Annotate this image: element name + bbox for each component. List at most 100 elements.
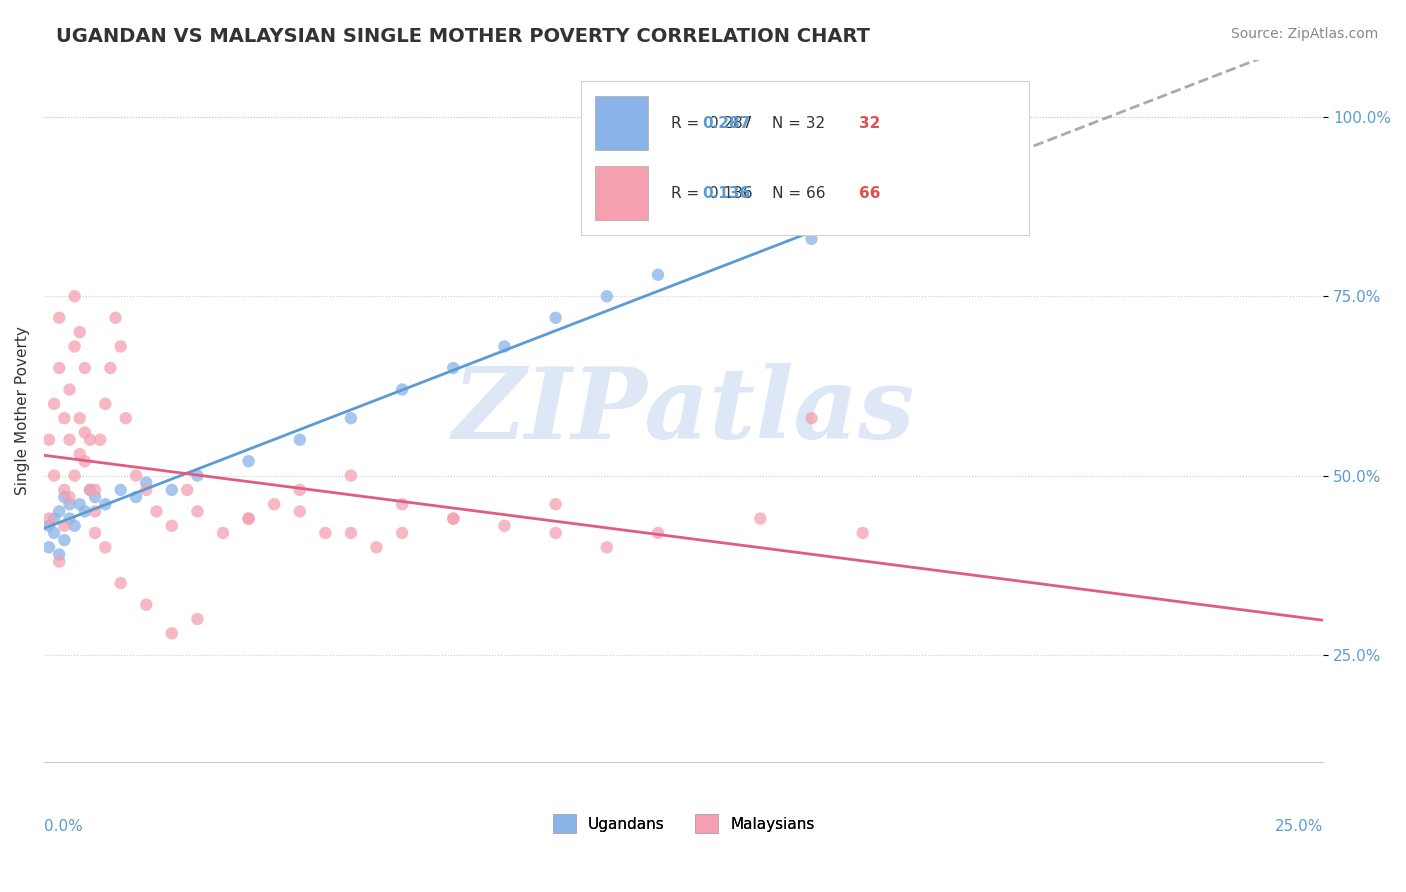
Point <box>38 518 60 533</box>
Point <box>63 518 86 533</box>
Point <box>69 447 91 461</box>
Point <box>263 497 285 511</box>
Point <box>288 483 311 497</box>
Point <box>53 411 76 425</box>
Point <box>94 541 117 555</box>
Y-axis label: Single Mother Poverty: Single Mother Poverty <box>15 326 30 495</box>
Point <box>110 576 132 591</box>
Point <box>391 497 413 511</box>
Point <box>544 310 567 325</box>
Point <box>238 511 260 525</box>
Point <box>38 433 60 447</box>
Point <box>58 511 80 525</box>
Point <box>48 361 70 376</box>
Point <box>73 361 96 376</box>
Point <box>340 468 363 483</box>
Point <box>494 339 516 353</box>
Point <box>63 339 86 353</box>
Text: 0.0%: 0.0% <box>44 819 83 834</box>
Point <box>135 483 157 497</box>
Point <box>212 525 235 540</box>
Point <box>94 397 117 411</box>
Point <box>953 182 976 196</box>
Point <box>84 483 107 497</box>
Text: ZIPatlas: ZIPatlas <box>453 363 915 459</box>
Point <box>544 497 567 511</box>
Point <box>48 555 70 569</box>
Point <box>79 483 101 497</box>
Point <box>125 490 148 504</box>
Point <box>647 525 669 540</box>
Point <box>63 289 86 303</box>
Point <box>110 483 132 497</box>
Point <box>391 383 413 397</box>
Point <box>73 425 96 440</box>
Point <box>58 490 80 504</box>
Point <box>58 433 80 447</box>
Point <box>145 504 167 518</box>
Point <box>160 518 183 533</box>
Point <box>135 475 157 490</box>
Point <box>53 490 76 504</box>
Point <box>48 310 70 325</box>
Point <box>852 525 875 540</box>
Point <box>79 433 101 447</box>
Point <box>42 468 65 483</box>
Point <box>800 411 823 425</box>
Point <box>38 541 60 555</box>
Point <box>69 411 91 425</box>
Point <box>104 310 127 325</box>
Point <box>176 483 198 497</box>
Point <box>544 525 567 540</box>
Point <box>494 518 516 533</box>
Point <box>340 411 363 425</box>
Point <box>48 504 70 518</box>
Point <box>38 511 60 525</box>
Text: Source: ZipAtlas.com: Source: ZipAtlas.com <box>1230 27 1378 41</box>
Text: UGANDAN VS MALAYSIAN SINGLE MOTHER POVERTY CORRELATION CHART: UGANDAN VS MALAYSIAN SINGLE MOTHER POVER… <box>56 27 870 45</box>
Point <box>160 483 183 497</box>
Point <box>69 325 91 339</box>
Point <box>53 483 76 497</box>
Point <box>69 497 91 511</box>
Point <box>441 511 464 525</box>
Point <box>340 525 363 540</box>
Point <box>73 454 96 468</box>
Point <box>63 468 86 483</box>
Point <box>288 433 311 447</box>
Point <box>58 497 80 511</box>
Point <box>114 411 136 425</box>
Point <box>749 511 772 525</box>
Point <box>94 497 117 511</box>
Point <box>125 468 148 483</box>
Point <box>84 490 107 504</box>
Point <box>53 518 76 533</box>
Point <box>53 533 76 548</box>
Point <box>441 361 464 376</box>
Point <box>647 268 669 282</box>
Point <box>314 525 336 540</box>
Point <box>84 504 107 518</box>
Point <box>288 504 311 518</box>
Point <box>596 289 619 303</box>
Point <box>391 525 413 540</box>
Point <box>238 454 260 468</box>
Point <box>186 504 208 518</box>
Point <box>58 383 80 397</box>
Point <box>238 511 260 525</box>
Point <box>186 612 208 626</box>
Point <box>42 397 65 411</box>
Point <box>110 339 132 353</box>
Point <box>42 511 65 525</box>
Point <box>42 525 65 540</box>
Point <box>441 511 464 525</box>
Legend: Ugandans, Malaysians: Ugandans, Malaysians <box>547 808 821 839</box>
Point <box>100 361 122 376</box>
Point <box>79 483 101 497</box>
Point <box>186 468 208 483</box>
Point <box>89 433 111 447</box>
Point <box>160 626 183 640</box>
Point <box>366 541 388 555</box>
Point <box>135 598 157 612</box>
Point <box>84 525 107 540</box>
